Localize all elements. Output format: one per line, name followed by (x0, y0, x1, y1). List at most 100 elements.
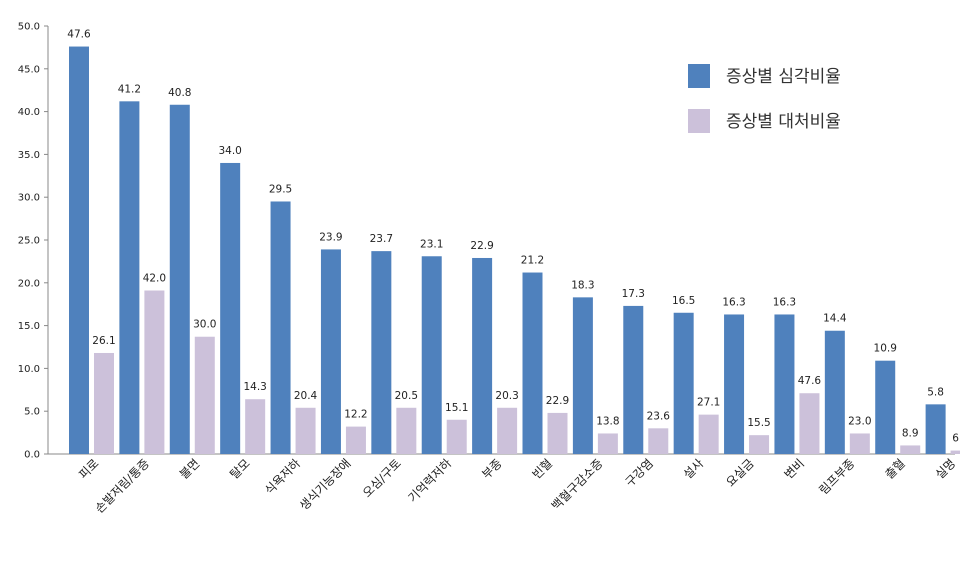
x-category-label: 기억력저하 (405, 456, 454, 505)
data-label-severity: 16.3 (773, 296, 796, 308)
data-label-severity: 34.0 (218, 145, 241, 157)
x-category-label: 요실금 (723, 456, 756, 489)
legend-swatch (688, 109, 710, 133)
bar-coping (144, 290, 165, 454)
bar-severity (572, 297, 593, 454)
data-label-severity: 22.9 (470, 240, 493, 252)
x-category-label: 불면 (177, 456, 203, 482)
legend-label: 증상별 대처비율 (726, 112, 841, 132)
data-label-coping: 27.1 (697, 397, 720, 409)
x-category-label: 출혈 (882, 456, 908, 482)
bar-coping (749, 435, 770, 454)
bar-coping (295, 407, 316, 454)
bar-severity (69, 46, 89, 454)
y-axis-ticks: 0.0 5.0 10.0 15.0 20.0 25.0 30.0 35.0 40.0 45.0 50… (18, 22, 48, 461)
x-category-label: 백혈구감소증 (549, 456, 606, 513)
x-category-label: 구강염 (623, 456, 656, 489)
x-category-label: 생식기능장애 (297, 456, 354, 513)
y-tick-label: 30.0 (18, 193, 40, 204)
data-label-coping: 42.0 (143, 273, 166, 285)
data-label-severity: 41.2 (118, 83, 141, 95)
data-label-coping: 47.6 (798, 375, 822, 387)
bar-severity (472, 257, 493, 454)
data-label-coping: 15.1 (445, 402, 468, 414)
data-label-severity: 23.1 (420, 238, 443, 250)
data-label-severity: 23.7 (370, 233, 393, 245)
bar-coping (497, 407, 518, 454)
bar-coping (597, 433, 618, 454)
y-tick-label: 45.0 (18, 64, 40, 75)
bar-severity (623, 305, 644, 454)
data-label-coping: 20.4 (294, 390, 318, 402)
y-tick-label: 35.0 (18, 150, 40, 161)
data-label-severity: 5.8 (927, 386, 944, 398)
bar-severity (169, 104, 190, 454)
bar-coping (648, 428, 669, 454)
y-tick-label: 10.0 (18, 364, 40, 375)
bar-severity (925, 404, 946, 454)
data-label-severity: 18.3 (571, 279, 594, 291)
x-category-label: 식욕저하 (262, 456, 303, 497)
data-label-coping: 20.3 (495, 390, 518, 402)
data-labels: 47.6 26.1 41.2 42.0 40.8 30.0 34.0 14.3 29.5 20.4… (67, 29, 960, 445)
x-category-label: 림프부종 (816, 456, 857, 497)
bar-severity (371, 251, 392, 454)
y-tick-label: 15.0 (18, 321, 40, 332)
data-label-coping: 15.5 (747, 417, 770, 429)
bar-severity (320, 249, 341, 454)
data-label-coping: 14.3 (243, 381, 266, 393)
bar-coping (194, 336, 215, 454)
data-label-severity: 40.8 (168, 87, 191, 99)
x-category-label: 손발저림/통증 (92, 456, 152, 516)
data-label-coping: 26.1 (92, 335, 115, 347)
bar-coping (698, 414, 719, 454)
bar-coping (900, 445, 921, 454)
data-label-severity: 29.5 (269, 183, 292, 195)
y-tick-label: 25.0 (18, 236, 40, 247)
bar-coping (245, 399, 266, 454)
data-label-coping: 13.8 (596, 415, 619, 427)
x-category-label: 실명 (933, 456, 959, 482)
y-tick-label: 20.0 (18, 278, 40, 289)
bar-severity (421, 256, 442, 454)
legend-swatch (688, 64, 710, 88)
legend-label: 증상별 심각비율 (726, 67, 841, 87)
bar-severity (774, 314, 795, 454)
data-label-severity: 21.2 (521, 255, 544, 267)
bar-severity (270, 201, 291, 454)
x-category-label: 오심/구토 (360, 456, 404, 500)
bar-severity (119, 101, 140, 454)
data-label-severity: 17.3 (622, 288, 645, 300)
x-category-label: 설사 (681, 456, 707, 482)
x-category-label: 피로 (76, 456, 102, 482)
bar-coping (849, 433, 870, 454)
bar-coping (547, 412, 568, 454)
bar-coping (799, 393, 820, 454)
data-label-coping: 30.0 (193, 319, 216, 331)
bar-coping (950, 450, 960, 454)
y-tick-label: 5.0 (24, 407, 40, 418)
y-tick-label: 40.0 (18, 107, 40, 118)
data-label-coping: 23.0 (848, 415, 871, 427)
data-label-severity: 14.4 (823, 313, 847, 325)
bar-severity (220, 162, 241, 454)
x-category-label: 변비 (782, 456, 808, 482)
data-label-coping: 22.9 (546, 395, 569, 407)
bar-coping (446, 419, 467, 454)
x-category-label: 탈모 (227, 456, 253, 482)
bar-severity (824, 330, 845, 454)
data-label-coping: 8.9 (902, 427, 919, 439)
data-label-coping: 6.7 (952, 433, 960, 445)
data-label-coping: 20.5 (395, 390, 418, 402)
bar-coping (396, 407, 417, 454)
data-label-severity: 23.9 (319, 231, 342, 243)
bar-coping (94, 352, 114, 454)
data-label-severity: 16.5 (672, 295, 695, 307)
x-category-label: 부종 (479, 456, 505, 482)
x-category-label: 빈혈 (530, 456, 556, 482)
y-tick-label: 50.0 (18, 22, 40, 33)
data-label-coping: 12.2 (344, 409, 367, 421)
